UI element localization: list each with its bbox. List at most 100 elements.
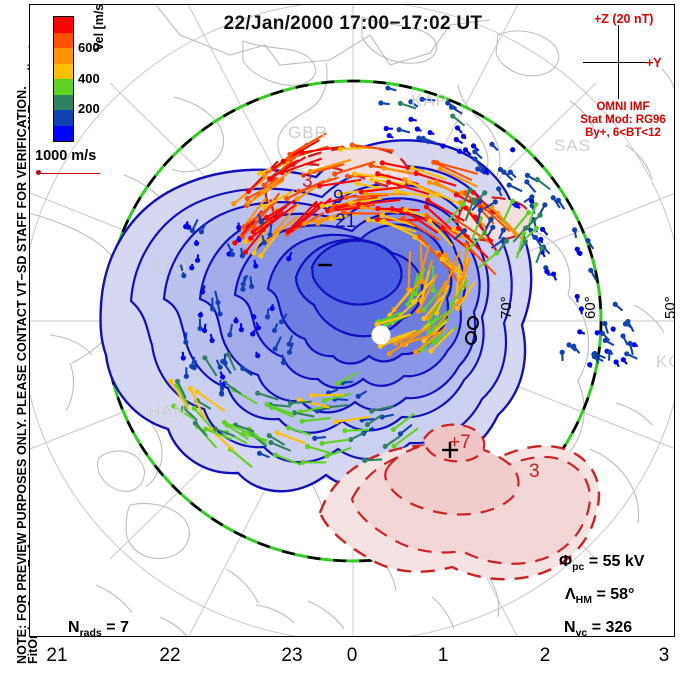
latitude-label-60deg: 60° bbox=[582, 296, 599, 319]
n-radars: Nrads = 7 bbox=[68, 619, 129, 636]
velocity-vector-dot bbox=[287, 151, 293, 157]
velocity-vector-dot bbox=[433, 179, 439, 185]
velocity-vector-dot bbox=[461, 228, 468, 234]
velocity-vector-line bbox=[193, 407, 213, 429]
velocity-vector-dot bbox=[215, 299, 221, 306]
lambda-value: = 58° bbox=[596, 586, 635, 603]
velocity-vector-dot bbox=[426, 179, 433, 185]
positive-potential-cells bbox=[264, 145, 601, 581]
velocity-vector-dot bbox=[355, 393, 361, 399]
velocity-vector-dot bbox=[255, 325, 261, 331]
velocity-vectors bbox=[168, 85, 639, 469]
velocity-vector-dot bbox=[397, 100, 404, 106]
velocity-vector-dot bbox=[427, 129, 433, 136]
velocity-vector-line bbox=[522, 214, 541, 231]
velocity-vector-line bbox=[501, 200, 514, 224]
velocity-vector-dot bbox=[258, 253, 264, 259]
velocity-vector-dot bbox=[460, 201, 466, 207]
velocity-vector-dot bbox=[255, 390, 261, 396]
velocity-vector-dot bbox=[337, 146, 344, 152]
velocity-vector-line bbox=[389, 287, 413, 316]
velocity-vector-dot bbox=[335, 380, 341, 386]
velocity-vector-line bbox=[478, 202, 511, 233]
velocity-vector-dot bbox=[288, 227, 294, 233]
velocity-vector-dot bbox=[392, 340, 399, 346]
velocity-vector-line bbox=[242, 432, 268, 442]
velocity-vector-line bbox=[426, 216, 465, 239]
velocity-vector-dot bbox=[529, 194, 535, 200]
velocity-vector-dot bbox=[497, 166, 503, 173]
mlt-tick-2: 2 bbox=[539, 645, 551, 666]
velocity-vector-line bbox=[433, 161, 473, 182]
velocity-vector-line bbox=[176, 380, 187, 399]
velocity-vector-dot bbox=[299, 149, 305, 155]
velocity-vector-dot bbox=[343, 194, 349, 200]
velocity-vector-line bbox=[377, 207, 420, 212]
velocity-vector-dot bbox=[528, 198, 535, 204]
velocity-vector-dot bbox=[354, 180, 360, 187]
velocity-vector-dot bbox=[296, 222, 302, 228]
velocity-vector-dot bbox=[374, 321, 380, 327]
velocity-vector-line bbox=[224, 421, 253, 436]
velocity-vector-line bbox=[381, 214, 416, 228]
velocity-vector-line bbox=[464, 199, 475, 222]
velocity-vector-line bbox=[281, 157, 322, 174]
nrads-symbol: N bbox=[68, 619, 80, 636]
velocity-vector-dot bbox=[267, 176, 273, 182]
lambda-subscript: HM bbox=[575, 594, 593, 607]
velocity-vector-line bbox=[327, 404, 349, 409]
velocity-vector-line bbox=[324, 392, 352, 402]
velocity-vector-dot bbox=[409, 165, 415, 171]
velocity-vector-dot bbox=[336, 191, 342, 197]
velocity-vector-dot bbox=[209, 306, 216, 312]
colorbar-band-5 bbox=[54, 94, 73, 110]
velocity-vector-line bbox=[263, 189, 295, 208]
velocity-vector-dot bbox=[424, 214, 430, 220]
velocity-vector-dot bbox=[524, 172, 531, 178]
velocity-vector-dot bbox=[185, 224, 192, 230]
colorbar-band-7 bbox=[54, 125, 73, 141]
mlt-tick-1: 1 bbox=[437, 645, 449, 666]
velocity-vector-dot bbox=[588, 267, 594, 273]
radar-station-han: HAN bbox=[148, 402, 187, 421]
velocity-vector-dot bbox=[181, 405, 187, 411]
velocity-vector-dot bbox=[415, 308, 422, 314]
velocity-vector-dot bbox=[390, 426, 396, 433]
velocity-vector-dot bbox=[379, 160, 385, 166]
velocity-vector-dot bbox=[219, 391, 225, 397]
velocity-vector-line bbox=[310, 158, 352, 173]
velocity-vector-dot bbox=[257, 170, 263, 176]
velocity-vector-dot bbox=[477, 198, 483, 204]
velocity-vector-line bbox=[269, 156, 307, 180]
velocity-vector-dot bbox=[221, 419, 228, 426]
velocity-vector-dot bbox=[272, 452, 279, 458]
velocity-vector-dot bbox=[251, 314, 257, 320]
velocity-vector-line bbox=[227, 354, 237, 371]
velocity-vector-dot bbox=[472, 214, 478, 220]
velocity-vector-line bbox=[253, 192, 281, 228]
velocity-vector-dot bbox=[534, 177, 540, 183]
velocity-vector-line bbox=[307, 445, 333, 455]
velocity-vector-line bbox=[371, 405, 394, 413]
velocity-vector-line bbox=[392, 412, 415, 431]
velocity-vector-dot bbox=[509, 198, 516, 204]
velocity-vector-dot bbox=[490, 224, 496, 230]
velocity-vector-dot bbox=[198, 229, 205, 235]
velocity-vector-line bbox=[196, 391, 226, 413]
velocity-vector-dot bbox=[439, 256, 445, 262]
velocity-vector-dot bbox=[402, 206, 408, 213]
velocity-vector-dot bbox=[174, 378, 181, 384]
velocity-vector-dot bbox=[607, 349, 613, 355]
velocity-vector-dot bbox=[368, 162, 374, 169]
velocity-vector-line bbox=[421, 329, 445, 351]
velocity-vector-dot bbox=[533, 225, 540, 231]
velocity-vector-dot bbox=[274, 430, 280, 436]
velocity-vector-line bbox=[402, 208, 439, 234]
velocity-vector-dot bbox=[209, 337, 215, 344]
velocity-vector-line bbox=[412, 277, 436, 303]
velocity-vector-dot bbox=[238, 327, 244, 333]
velocity-vector-dot bbox=[301, 221, 308, 227]
velocity-vector-dot bbox=[369, 177, 375, 183]
velocity-vector-line bbox=[321, 438, 350, 445]
velocity-vector-dot bbox=[423, 204, 429, 210]
